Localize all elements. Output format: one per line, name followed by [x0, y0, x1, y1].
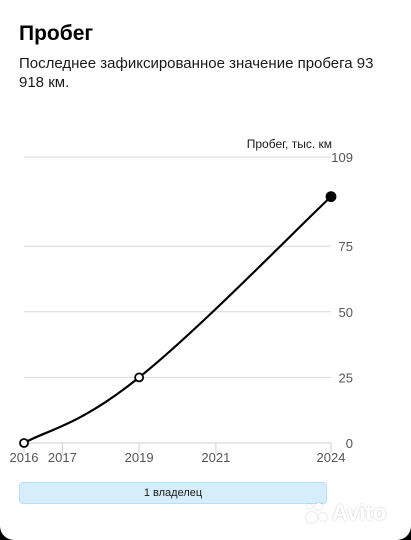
avito-watermark: Avito: [306, 500, 386, 526]
mileage-point: [19, 438, 29, 448]
y-tick-labels: 0 25 50 75 109: [331, 150, 353, 451]
chart-grid: [23, 156, 332, 453]
x-tick-label: 2016: [10, 450, 39, 465]
y-tick-label: 75: [339, 239, 353, 254]
x-tick-label: 2017: [48, 450, 77, 465]
owners-count-label: 1 владелец: [143, 487, 203, 499]
y-axis-label: Пробег, тыс. км: [247, 137, 332, 151]
y-tick-label: 0: [346, 436, 353, 451]
mileage-summary: Последнее зафиксированное значение пробе…: [19, 55, 374, 91]
owners-count-bar: 1 владелец: [19, 482, 327, 504]
x-tick-label: 2019: [125, 450, 154, 465]
avito-logo-icon: [306, 502, 328, 524]
x-tick-label: 2024: [317, 450, 346, 465]
x-tick-labels: 2016 2017 2019 2021 2024: [10, 450, 346, 465]
y-tick-label: 109: [331, 150, 353, 165]
page-title: Пробег: [19, 22, 94, 45]
latest-mileage-point: [325, 191, 337, 203]
mileage-line: [23, 195, 332, 444]
mileage-point: [134, 372, 145, 383]
x-tick-label: 2021: [201, 450, 230, 465]
y-tick-label: 25: [339, 370, 353, 385]
y-tick-label: 50: [339, 305, 353, 320]
chart-series: [19, 191, 337, 448]
avito-wordmark: Avito: [332, 500, 387, 525]
